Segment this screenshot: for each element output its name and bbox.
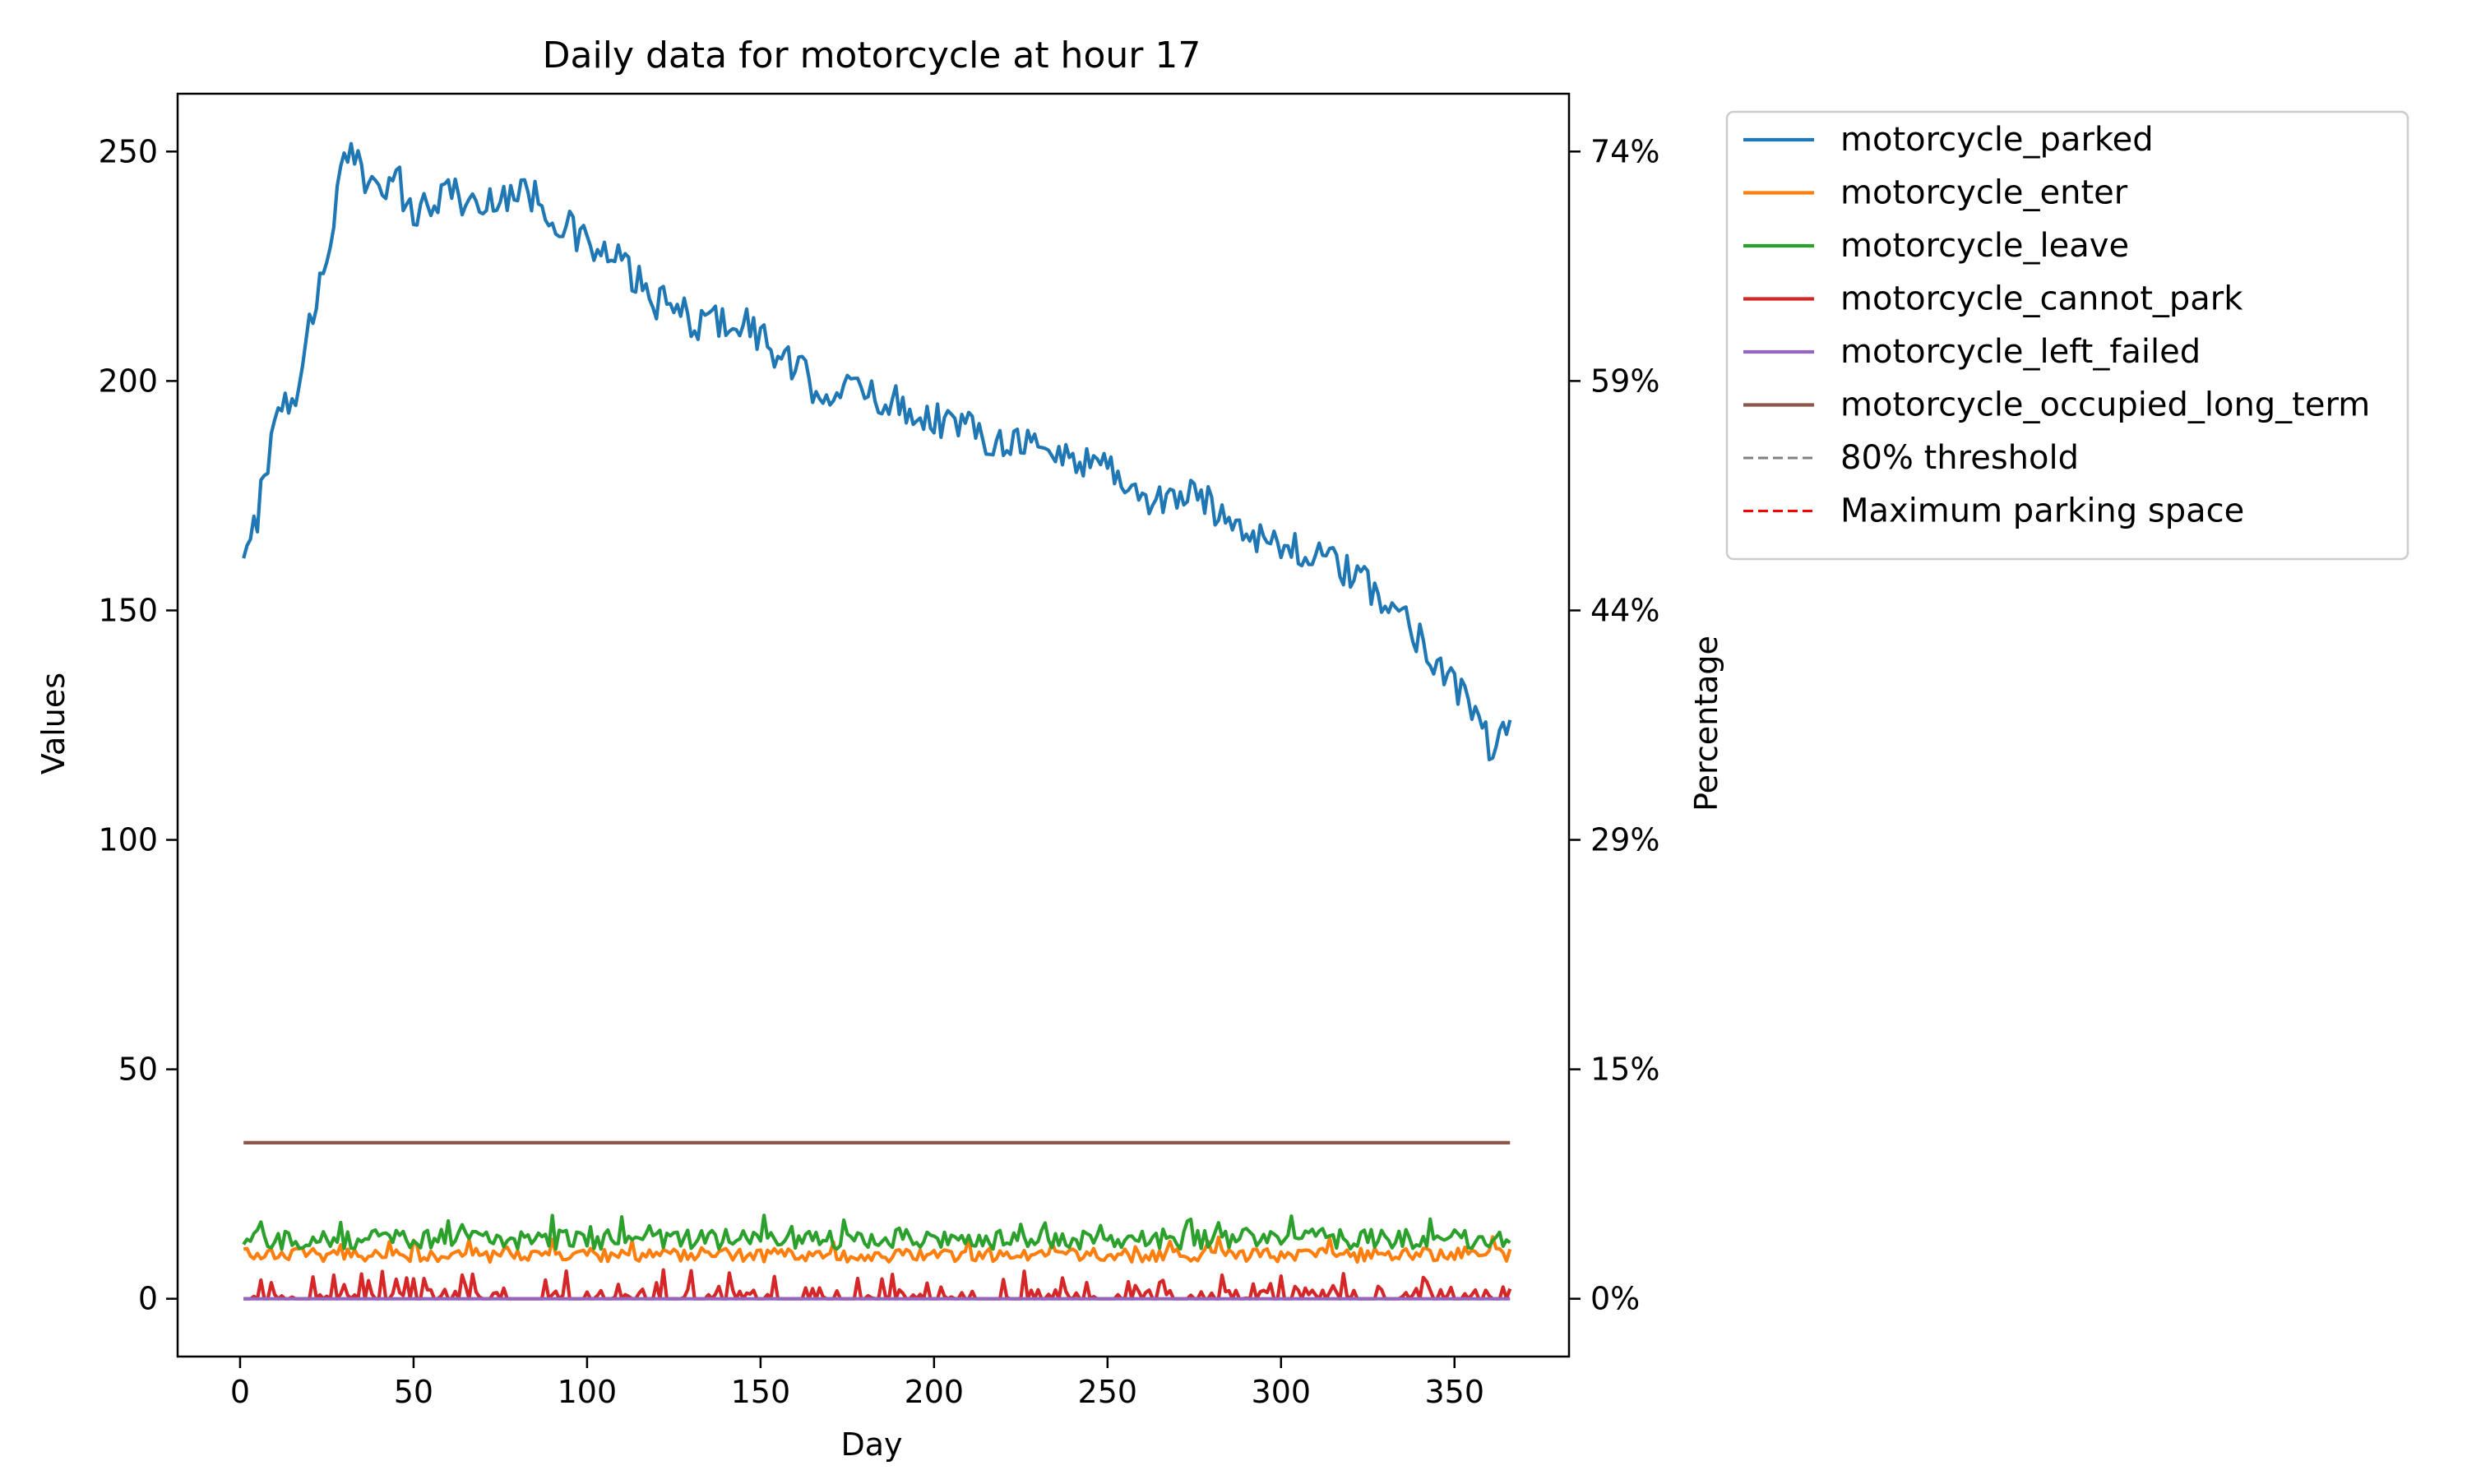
right-y-tick-label: 29% xyxy=(1590,822,1659,858)
legend-label: Maximum parking space xyxy=(1840,492,2244,530)
series-line-motorcycle-leave xyxy=(242,1214,1511,1251)
right-y-tick-label: 15% xyxy=(1590,1052,1659,1088)
right-y-tick-label: 74% xyxy=(1590,133,1659,169)
legend-label: 80% threshold xyxy=(1840,439,2079,477)
series-layer xyxy=(242,141,1512,1301)
x-tick-label: 50 xyxy=(394,1374,433,1410)
x-tick-label: 300 xyxy=(1252,1374,1312,1410)
x-tick-label: 350 xyxy=(1424,1374,1484,1410)
chart-title: Daily data for motorcycle at hour 17 xyxy=(543,35,1201,76)
right-y-tick-label: 0% xyxy=(1590,1281,1640,1317)
y-tick-label: 150 xyxy=(98,592,158,628)
x-tick-label: 100 xyxy=(558,1374,618,1410)
legend: motorcycle_parked motorcycle_entermotorcy… xyxy=(1725,110,2409,561)
legend-label: motorcycle_enter xyxy=(1840,174,2128,212)
series-line-motorcycle-parked xyxy=(242,141,1512,761)
right-y-tick-label: 44% xyxy=(1590,592,1659,628)
legend-label: motorcycle_leave xyxy=(1840,227,2129,265)
legend-label: motorcycle_left_failed xyxy=(1840,333,2201,371)
legend-label: motorcycle_parked xyxy=(1840,121,2154,159)
legend-label: motorcycle_occupied_long_term xyxy=(1840,386,2370,424)
y-tick-label: 50 xyxy=(118,1052,158,1088)
x-tick-label: 0 xyxy=(230,1374,250,1410)
axes-layer: 0 50 100 150 200 250 300 350 0 50 100 150 200 250 0% 15… xyxy=(98,92,1659,1410)
series-line-motorcycle-enter xyxy=(243,1235,1512,1264)
y-tick-label: 200 xyxy=(98,363,158,399)
x-tick-label: 200 xyxy=(905,1374,965,1410)
x-tick-label: 150 xyxy=(731,1374,791,1410)
right-y-tick-label: 59% xyxy=(1590,363,1659,399)
x-tick-label: 250 xyxy=(1078,1374,1138,1410)
legend-label: motorcycle_cannot_park xyxy=(1840,280,2243,318)
legend-box xyxy=(1725,110,2409,561)
right-y-axis-label: Percentage xyxy=(1688,636,1724,811)
y-axis-label: Values xyxy=(35,673,72,774)
y-tick-label: 250 xyxy=(98,133,158,169)
plot-frame xyxy=(176,92,1571,1358)
y-tick-label: 100 xyxy=(98,822,158,858)
y-tick-label: 0 xyxy=(138,1281,158,1317)
x-axis-label: Day xyxy=(840,1426,902,1463)
